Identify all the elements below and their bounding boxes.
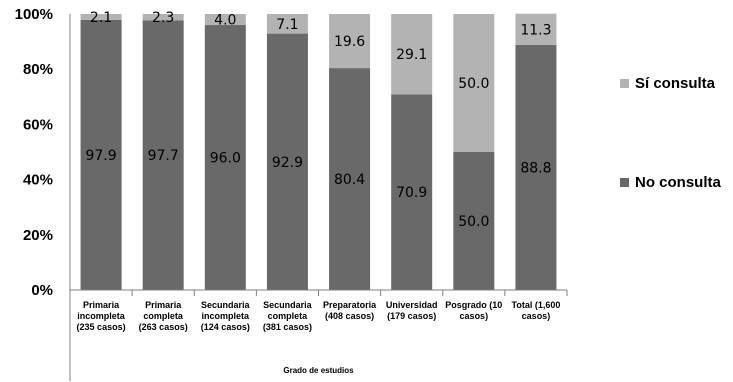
bar-no-consulta — [80, 19, 122, 291]
x-category-label-line: incompleta — [202, 311, 251, 321]
bar-no-consulta — [453, 152, 495, 290]
legend-swatch-no-consulta — [620, 178, 629, 187]
bar-no-consulta — [329, 68, 371, 290]
data-label-si-consulta: 29.1 — [396, 47, 427, 63]
legend-label-si-consulta: Sí consulta — [635, 75, 716, 92]
bar-no-consulta — [142, 20, 184, 291]
legend-label-no-consulta: No consulta — [635, 174, 721, 191]
x-category-label-line: Total (1,600 — [512, 300, 561, 310]
bar-no-consulta — [515, 44, 557, 290]
data-label-no-consulta: 70.9 — [396, 185, 427, 201]
y-tick-label: 40% — [23, 172, 53, 189]
legend-swatch-si-consulta — [620, 79, 629, 88]
bar-no-consulta — [266, 33, 308, 290]
x-category-label-line: Posgrado (10 — [445, 300, 502, 310]
legend-item-no-consulta: No consulta — [620, 174, 721, 191]
x-category-label: Posgrado (10 casos) — [445, 300, 502, 321]
x-category-label: Secundaria incompleta (124 casos) — [201, 300, 251, 332]
data-label-si-consulta: 2.1 — [90, 10, 112, 26]
x-category-label-line: (408 casos) — [325, 311, 374, 321]
x-category-label-line: incompleta — [77, 311, 126, 321]
x-category-label-line: completa — [143, 311, 184, 321]
x-category-label-line: Secundaria — [201, 300, 251, 310]
data-label-no-consulta: 96.0 — [210, 151, 241, 167]
y-tick-label: 20% — [23, 227, 53, 244]
data-label-no-consulta: 50.0 — [458, 214, 489, 230]
legend-item-si-consulta: Sí consulta — [620, 75, 715, 92]
data-label-si-consulta: 11.3 — [520, 22, 551, 38]
x-category-label-line: Universidad — [386, 300, 438, 310]
x-category-label: Primaria incompleta (235 casos) — [77, 300, 126, 332]
bar-si-consulta — [391, 14, 433, 95]
bar-si-consulta — [80, 14, 122, 20]
data-label-si-consulta: 19.6 — [334, 34, 365, 50]
data-label-si-consulta: 7.1 — [276, 17, 298, 33]
x-category-label-line: Secundaria — [263, 300, 313, 310]
x-category-label: Primaria completa (263 casos) — [139, 300, 188, 332]
data-label-no-consulta: 97.9 — [85, 148, 116, 164]
x-category-label-line: (381 casos) — [263, 322, 312, 332]
bar-si-consulta — [453, 14, 495, 152]
bar-si-consulta — [204, 14, 246, 26]
x-category-label-line: Preparatoria — [323, 300, 377, 310]
x-category-label-line: Primaria — [145, 300, 182, 310]
y-tick-label: 0% — [31, 282, 53, 299]
data-label-no-consulta: 88.8 — [520, 160, 551, 176]
x-category-label-line: completa — [268, 311, 309, 321]
data-label-si-consulta: 50.0 — [458, 76, 489, 92]
x-category-label: Preparatoria (408 casos) — [323, 300, 377, 321]
bar-no-consulta — [391, 94, 433, 290]
data-label-no-consulta: 92.9 — [272, 155, 303, 171]
x-category-label-line: casos) — [460, 311, 489, 321]
data-label-si-consulta: 2.3 — [152, 10, 174, 26]
x-category-label-line: (235 casos) — [77, 322, 126, 332]
bar-si-consulta — [266, 14, 308, 34]
bar-si-consulta — [515, 13, 557, 45]
x-category-label-line: casos) — [522, 311, 551, 321]
y-tick-label: 100% — [15, 6, 53, 23]
x-axis-title: Grado de estudios — [283, 366, 354, 375]
bar-no-consulta — [204, 25, 246, 290]
x-category-label-line: Primaria — [83, 300, 120, 310]
x-category-label: Universidad (179 casos) — [386, 300, 438, 321]
data-label-no-consulta: 97.7 — [148, 148, 179, 164]
y-tick-label: 60% — [23, 116, 53, 133]
bar-si-consulta — [329, 14, 371, 69]
data-label-si-consulta: 4.0 — [214, 13, 236, 29]
x-category-label-line: (124 casos) — [201, 322, 250, 332]
x-category-label: Total (1,600 casos) — [512, 300, 561, 321]
data-label-no-consulta: 80.4 — [334, 172, 365, 188]
bar-si-consulta — [142, 14, 184, 21]
y-tick-label: 80% — [23, 61, 53, 78]
x-category-label: Secundaria completa (381 casos) — [263, 300, 313, 332]
x-category-label-line: (263 casos) — [139, 322, 188, 332]
x-category-label-line: (179 casos) — [387, 311, 436, 321]
